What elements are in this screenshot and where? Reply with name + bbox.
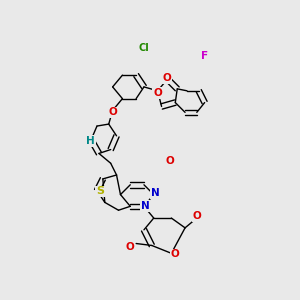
Text: O: O	[153, 88, 162, 98]
Text: O: O	[108, 107, 117, 117]
Text: F: F	[201, 51, 208, 61]
Text: H: H	[86, 136, 95, 146]
Text: Cl: Cl	[139, 43, 149, 53]
Text: O: O	[165, 156, 174, 166]
Text: S: S	[96, 186, 104, 197]
Text: O: O	[192, 211, 201, 221]
Text: N: N	[141, 201, 149, 211]
Text: N: N	[151, 188, 160, 198]
Text: O: O	[126, 242, 135, 252]
Text: O: O	[171, 250, 180, 260]
Text: O: O	[163, 73, 171, 83]
